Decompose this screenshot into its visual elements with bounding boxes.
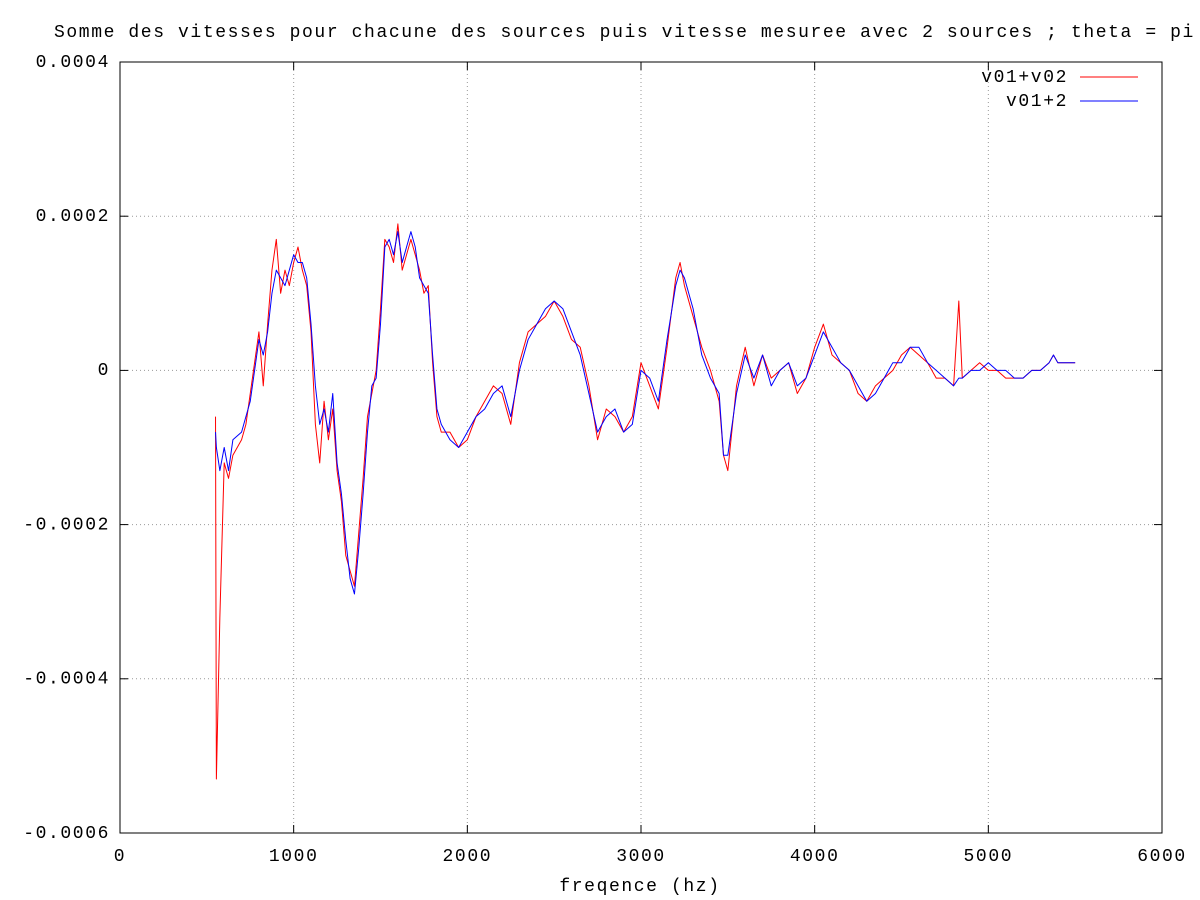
y-tick-label: -0.0004 xyxy=(23,670,110,690)
x-axis-label: freqence (hz) xyxy=(559,877,720,897)
chart-title: Somme des vitesses pour chacune des sour… xyxy=(54,23,1195,43)
y-tick-label: 0.0004 xyxy=(36,53,110,73)
x-tick-label: 4000 xyxy=(790,847,840,867)
x-tick-label: 3000 xyxy=(616,847,666,867)
y-tick-label: 0 xyxy=(98,361,110,381)
y-tick-label: -0.0006 xyxy=(23,824,110,844)
plot-border xyxy=(119,61,1163,834)
legend-label: v01+v02 xyxy=(981,68,1068,88)
y-tick-label: -0.0002 xyxy=(23,515,110,535)
data-line xyxy=(215,231,1076,595)
legend-label: v01+2 xyxy=(1006,92,1068,112)
x-tick-label: 2000 xyxy=(443,847,493,867)
y-tick-label: 0.0002 xyxy=(36,207,110,227)
x-tick-label: 1000 xyxy=(269,847,319,867)
x-tick-label: 6000 xyxy=(1137,847,1187,867)
x-tick-label: 0 xyxy=(114,847,126,867)
x-tick-label: 5000 xyxy=(964,847,1014,867)
data-line xyxy=(215,223,1076,780)
